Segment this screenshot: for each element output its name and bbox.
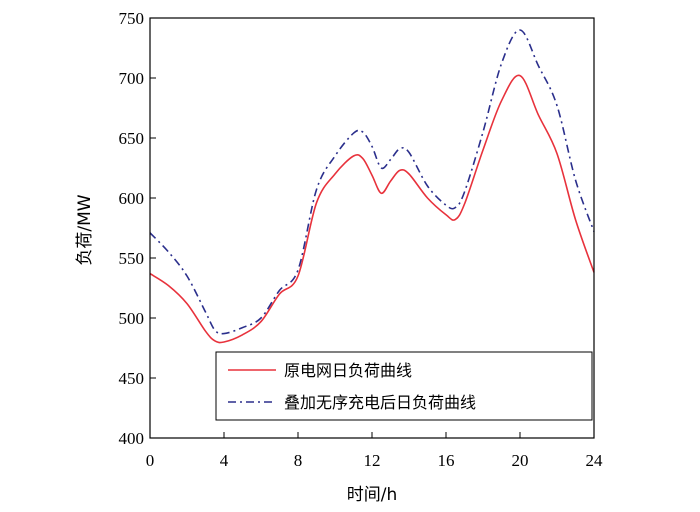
y-tick-label: 650 (119, 129, 145, 148)
x-tick-label: 12 (364, 451, 381, 470)
legend-box (215, 351, 593, 421)
y-tick-label: 600 (119, 189, 145, 208)
y-tick-label: 750 (119, 9, 145, 28)
y-tick-label: 700 (119, 69, 145, 88)
y-axis-title: 负荷/MW (75, 194, 95, 265)
y-tick-label: 500 (119, 309, 145, 328)
y-tick-label: 400 (119, 429, 145, 448)
tick-layer: 0 4 8 12 16 20 24 400 450 500 550 600 650 700 750 (119, 9, 604, 470)
x-tick-label: 20 (512, 451, 529, 470)
x-tick-label: 8 (294, 451, 303, 470)
x-tick-label: 0 (146, 451, 155, 470)
y-tick-label: 550 (119, 249, 145, 268)
x-axis-title: 时间/h (347, 485, 398, 505)
legend: 原电网日负荷曲线 叠加无序充电后日负荷曲线 (215, 351, 593, 421)
legend-label-series-1: 叠加无序充电后日负荷曲线 (284, 393, 476, 412)
y-tick-label: 450 (119, 369, 145, 388)
legend-label-series-0: 原电网日负荷曲线 (284, 361, 412, 380)
series-line-1 (149, 29, 595, 335)
series-layer (149, 29, 595, 344)
x-tick-label: 16 (438, 451, 455, 470)
series-line-0 (149, 74, 595, 344)
x-tick-label: 24 (586, 451, 604, 470)
x-tick-label: 4 (220, 451, 229, 470)
